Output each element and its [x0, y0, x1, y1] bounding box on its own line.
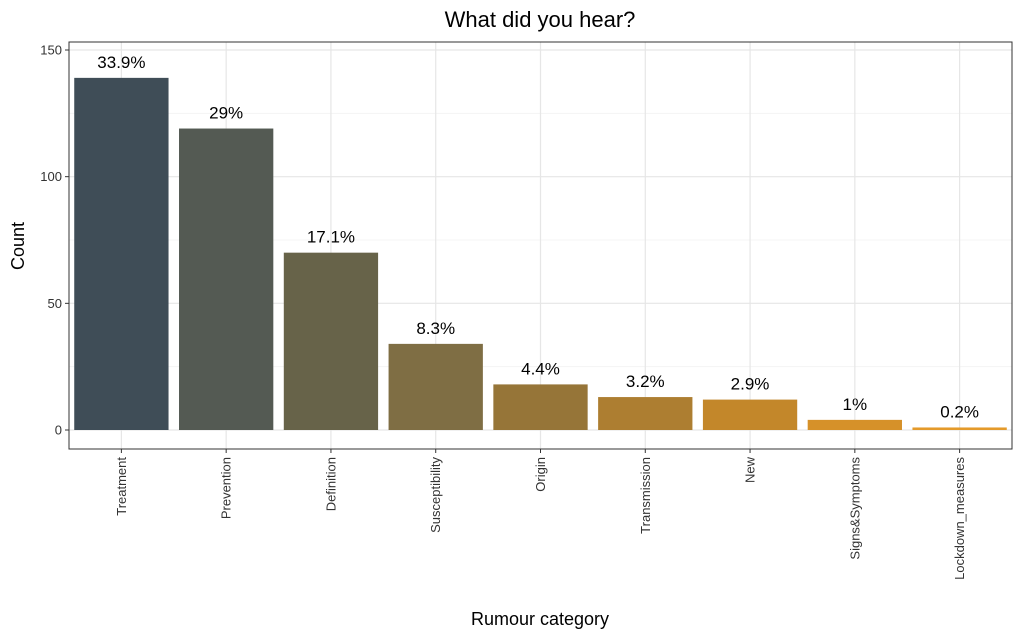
data-label: 8.3%	[416, 319, 455, 338]
data-label: 33.9%	[97, 53, 145, 72]
data-labels: 33.9% 29% 17.1% 8.3% 4.4% 3.2% 2.9% 1% 0.2%	[97, 53, 979, 422]
x-axis-title: Rumour category	[471, 609, 609, 629]
x-axis: Treatment Prevention Definition Susceptibil…	[114, 449, 967, 580]
data-label: 2.9%	[731, 375, 770, 394]
x-tick-label: Signs&Symptoms	[847, 457, 862, 560]
bar	[179, 128, 274, 431]
data-label: 3.2%	[626, 372, 665, 391]
x-tick-label: Lockdown_measures	[952, 457, 967, 580]
y-tick-label: 50	[48, 296, 62, 311]
bar	[388, 343, 483, 430]
data-label: 29%	[209, 104, 243, 123]
bar	[74, 77, 169, 430]
y-axis-title: Count	[8, 222, 28, 270]
bar	[807, 419, 902, 430]
x-tick-label: Origin	[533, 457, 548, 492]
data-label: 17.1%	[307, 228, 355, 247]
bar	[493, 384, 588, 430]
bar	[283, 252, 379, 430]
bar	[598, 397, 693, 430]
x-tick-label: Definition	[323, 457, 338, 511]
chart-title: What did you hear?	[445, 7, 636, 32]
y-tick-label: 0	[55, 423, 62, 438]
data-label: 0.2%	[940, 402, 979, 421]
y-axis: 0 50 100 150	[40, 43, 69, 438]
x-tick-label: Prevention	[219, 457, 234, 519]
data-label: 4.4%	[521, 359, 560, 378]
x-tick-label: Susceptibility	[428, 457, 443, 533]
bar	[702, 399, 798, 430]
bar	[912, 427, 1007, 430]
x-tick-label: Treatment	[114, 457, 129, 516]
y-tick-label: 150	[40, 43, 62, 58]
data-label: 1%	[843, 395, 868, 414]
x-tick-label: Transmission	[638, 457, 653, 534]
y-tick-label: 100	[40, 169, 62, 184]
x-tick-label: New	[743, 456, 758, 483]
bars	[74, 77, 1007, 431]
